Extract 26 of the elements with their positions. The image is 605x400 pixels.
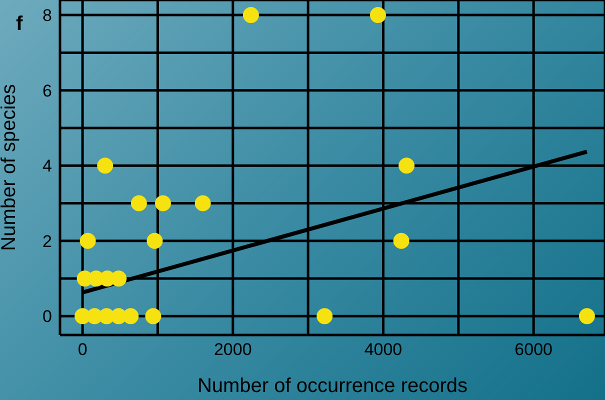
point <box>393 232 410 249</box>
point <box>97 158 114 174</box>
y-tick-label: 4 <box>42 156 52 176</box>
point <box>242 7 259 24</box>
x-tick-label: 2000 <box>214 340 252 360</box>
y-tick-label: 0 <box>42 307 52 326</box>
point <box>154 195 171 212</box>
point <box>370 7 386 24</box>
x-tick-label: 6000 <box>514 340 552 360</box>
x-tick-label: 4000 <box>364 340 402 360</box>
point <box>122 308 139 324</box>
point <box>398 158 415 174</box>
point <box>194 195 211 212</box>
x-axis-title: Number of occurrence records <box>197 375 468 397</box>
point <box>146 232 163 249</box>
text: f <box>16 13 23 35</box>
point <box>578 308 595 324</box>
y-tick-label: 2 <box>42 232 52 251</box>
y-tick-label: 6 <box>42 81 52 100</box>
point <box>145 308 162 324</box>
y-axis-title: Number of species <box>0 84 20 251</box>
point <box>316 308 333 324</box>
point <box>80 232 96 249</box>
y-tick-label: 8 <box>42 6 52 26</box>
point <box>130 195 147 212</box>
x-tick-label: 0 <box>78 340 88 360</box>
